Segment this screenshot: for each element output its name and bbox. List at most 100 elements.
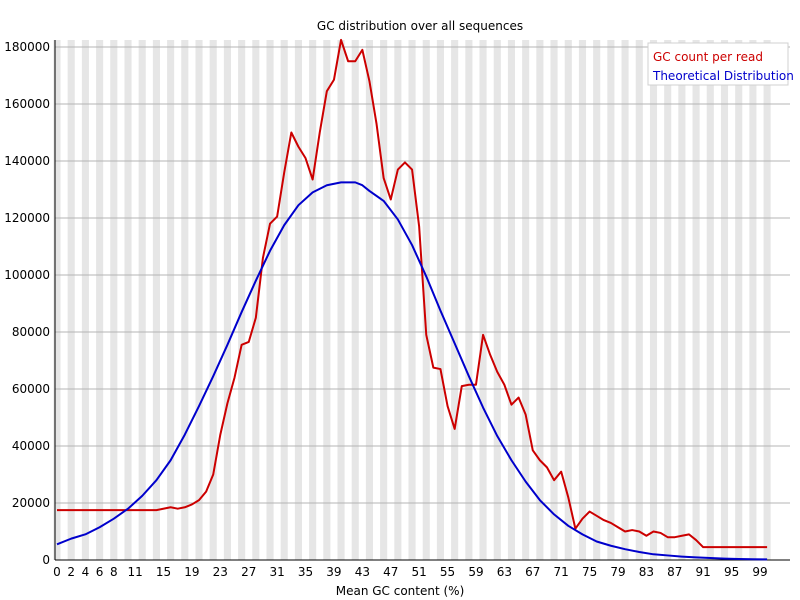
series-line-gc-count bbox=[57, 38, 768, 549]
stripe-band bbox=[607, 40, 615, 560]
stripe-band bbox=[664, 40, 672, 560]
stripe-band bbox=[167, 40, 175, 560]
stripe-band bbox=[81, 40, 89, 560]
chart-title: GC distribution over all sequences bbox=[317, 19, 523, 33]
x-tick-label: 0 bbox=[53, 565, 61, 579]
legend: GC count per read Theoretical Distributi… bbox=[647, 42, 794, 86]
x-tick-label: 43 bbox=[355, 565, 370, 579]
stripe-band bbox=[53, 40, 61, 560]
x-tick-labels: 0 2 4 6 8 11 15 19 23 27 31 35 39 43 47 51 55 59 63 67 71 75 7… bbox=[53, 565, 767, 579]
y-tick-label: 100000 bbox=[4, 268, 50, 282]
y-tick-label: 160000 bbox=[4, 97, 50, 111]
stripe-band bbox=[578, 40, 587, 560]
x-tick-label: 2 bbox=[67, 565, 75, 579]
x-tick-label: 59 bbox=[468, 565, 483, 579]
stripe-band bbox=[252, 40, 260, 560]
stripe-band bbox=[138, 40, 146, 560]
stripe-band bbox=[365, 40, 373, 560]
stripe-band bbox=[451, 40, 459, 560]
stripe-band bbox=[124, 40, 132, 560]
x-tick-label: 67 bbox=[525, 565, 540, 579]
x-tick-label: 71 bbox=[554, 565, 569, 579]
y-tick-label: 120000 bbox=[4, 211, 50, 225]
stripe-band bbox=[735, 40, 743, 560]
legend-entry-theoretical: Theoretical Distribution bbox=[652, 69, 794, 83]
stripe-band bbox=[337, 40, 345, 560]
stripe-band bbox=[223, 40, 231, 560]
stripe-band bbox=[238, 40, 246, 560]
stripe-band bbox=[408, 40, 416, 560]
x-tick-label: 83 bbox=[639, 565, 654, 579]
x-tick-label: 47 bbox=[383, 565, 398, 579]
y-tick-label: 80000 bbox=[12, 325, 50, 339]
x-tick-label: 99 bbox=[752, 565, 767, 579]
stripe-band bbox=[181, 40, 189, 560]
stripe-band bbox=[67, 40, 75, 560]
y-tick-label: 20000 bbox=[12, 496, 50, 510]
stripe-band bbox=[266, 40, 274, 560]
stripe-band bbox=[465, 40, 473, 560]
y-tick-label: 60000 bbox=[12, 382, 50, 396]
x-tick-label: 51 bbox=[412, 565, 427, 579]
x-tick-label: 31 bbox=[269, 565, 284, 579]
stripe-band bbox=[436, 40, 444, 560]
stripe-band bbox=[564, 40, 572, 560]
y-tick-labels: 0 20000 40000 60000 80000 100000 120000 140000 1… bbox=[4, 40, 50, 567]
stripe-band bbox=[593, 40, 601, 560]
stripe-band bbox=[692, 40, 700, 560]
stripe-band bbox=[394, 40, 402, 560]
stripe-band bbox=[422, 40, 430, 560]
y-tick-label: 180000 bbox=[4, 40, 50, 54]
stripe-band bbox=[536, 40, 544, 560]
stripe-band bbox=[763, 40, 771, 560]
stripe-band bbox=[351, 40, 359, 560]
x-tick-label: 8 bbox=[110, 565, 118, 579]
stripe-band bbox=[706, 40, 714, 560]
x-tick-label: 55 bbox=[440, 565, 455, 579]
stripe-band bbox=[309, 40, 317, 560]
series-lines bbox=[56, 38, 768, 561]
y-tick-label: 140000 bbox=[4, 154, 50, 168]
x-tick-label: 63 bbox=[497, 565, 512, 579]
stripe-band bbox=[195, 40, 203, 560]
stripe-band bbox=[323, 40, 331, 560]
x-tick-label: 79 bbox=[610, 565, 625, 579]
legend-entry-gc-count: GC count per read bbox=[653, 50, 763, 64]
stripe-band bbox=[280, 40, 288, 560]
x-tick-label: 19 bbox=[184, 565, 199, 579]
x-tick-label: 6 bbox=[96, 565, 104, 579]
x-tick-label: 4 bbox=[82, 565, 90, 579]
x-tick-label: 11 bbox=[127, 565, 142, 579]
stripe-band bbox=[209, 40, 217, 560]
x-tick-label: 39 bbox=[326, 565, 341, 579]
stripe-band bbox=[493, 40, 501, 560]
stripe-band bbox=[507, 40, 516, 560]
x-axis-label: Mean GC content (%) bbox=[336, 584, 465, 598]
stripe-band bbox=[110, 40, 118, 560]
plot-stripes bbox=[53, 40, 771, 560]
stripe-band bbox=[749, 40, 757, 560]
legend-box bbox=[647, 42, 789, 86]
x-tick-label: 27 bbox=[241, 565, 256, 579]
stripe-band bbox=[550, 40, 558, 560]
x-tick-label: 15 bbox=[156, 565, 171, 579]
stripe-band bbox=[678, 40, 686, 560]
stripe-band bbox=[152, 40, 160, 560]
y-tick-label: 40000 bbox=[12, 439, 50, 453]
stripe-band bbox=[380, 40, 388, 560]
series-line-theoretical bbox=[56, 181, 768, 561]
stripe-band bbox=[294, 40, 302, 560]
stripe-band bbox=[635, 40, 643, 560]
stripe-band bbox=[96, 40, 104, 560]
stripe-band bbox=[479, 40, 487, 560]
stripe-band bbox=[720, 40, 729, 560]
x-tick-label: 23 bbox=[213, 565, 228, 579]
stripe-band bbox=[649, 40, 658, 560]
x-tick-label: 35 bbox=[298, 565, 313, 579]
x-tick-label: 91 bbox=[696, 565, 711, 579]
x-tick-label: 75 bbox=[582, 565, 597, 579]
x-tick-label: 87 bbox=[667, 565, 682, 579]
stripe-band bbox=[522, 40, 530, 560]
